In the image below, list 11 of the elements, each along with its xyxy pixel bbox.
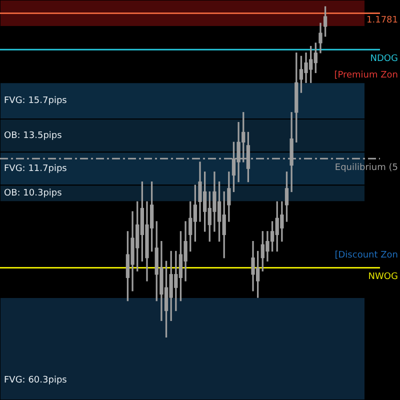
annotation: 1.1781 bbox=[366, 15, 398, 26]
band-label: OB: 10.3pips bbox=[4, 188, 62, 199]
band-label: FVG: 11.7pips bbox=[4, 164, 68, 174]
band-label: OB: 13.5pips bbox=[4, 130, 62, 141]
annotation: [Premium Zon bbox=[334, 70, 398, 80]
annotation: [Discount Zon bbox=[334, 250, 398, 260]
ref-line-label: NDOG bbox=[370, 54, 398, 64]
ref-line-label: Equilibrium (5 bbox=[334, 163, 398, 174]
band-label: FVG: 15.7pips bbox=[4, 96, 68, 106]
band-label: FVG: 60.3pips bbox=[4, 375, 68, 386]
ref-line-label: NWOG bbox=[368, 272, 398, 282]
